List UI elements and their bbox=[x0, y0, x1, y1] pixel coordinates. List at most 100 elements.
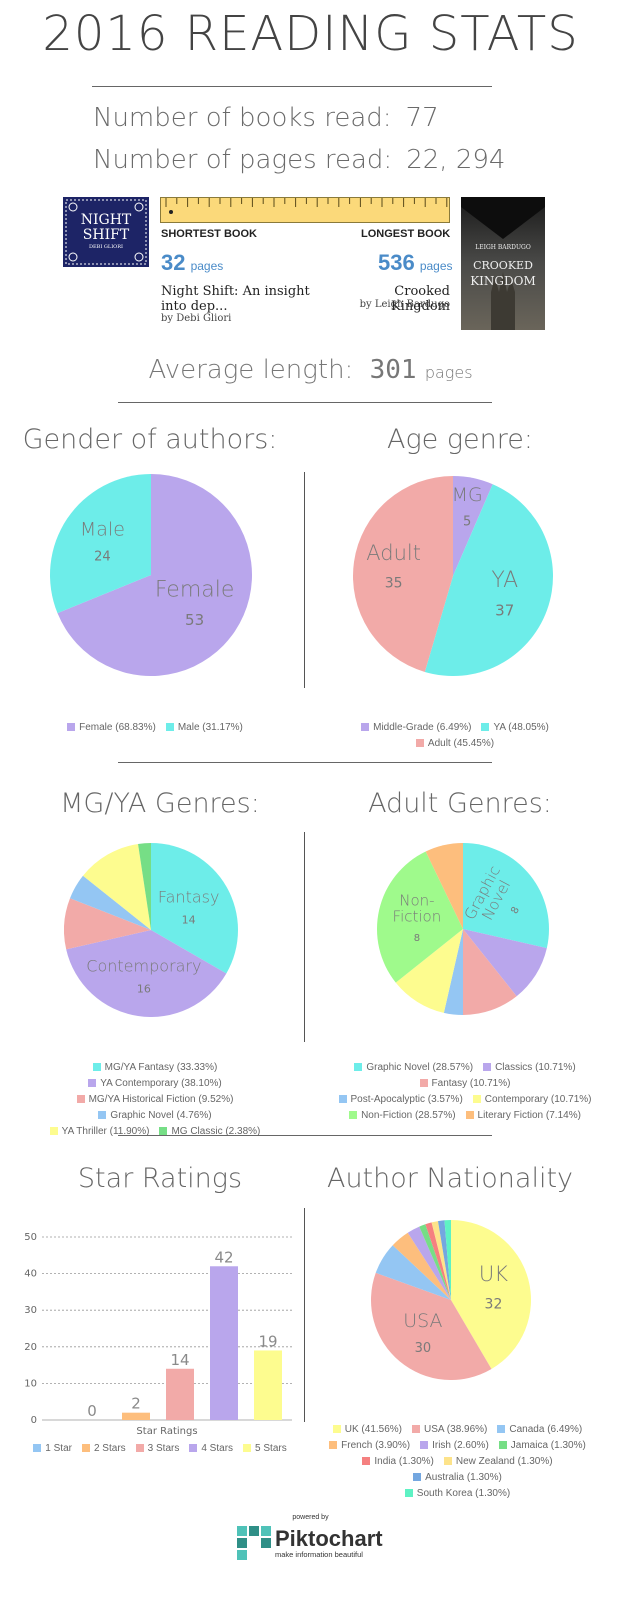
y-tick-label: 20 bbox=[24, 1342, 37, 1353]
legend-swatch bbox=[165, 723, 174, 732]
legend-swatch bbox=[338, 1095, 347, 1104]
legend-swatch bbox=[243, 1444, 252, 1453]
pie-slice-contemporary bbox=[66, 930, 227, 1017]
legend-item-usa[interactable]: USA (38.96%) bbox=[412, 1424, 487, 1435]
legend-item-graphic-novel[interactable]: Graphic Novel (28.57%) bbox=[354, 1062, 473, 1073]
legend-item-graphic-novel[interactable]: Graphic Novel (4.76%) bbox=[98, 1110, 212, 1121]
gender-legend: Female (68.83%) Male (31.17%) bbox=[20, 720, 290, 736]
legend-item-contemporary[interactable]: Contemporary (10.71%) bbox=[472, 1094, 592, 1105]
legend-swatch bbox=[76, 1095, 85, 1104]
legend-item-2-stars[interactable]: 2 Stars bbox=[81, 1443, 126, 1454]
legend-item-female[interactable]: Female (68.83%) bbox=[67, 722, 156, 733]
legend-label: MG/YA Historical Fiction (9.52%) bbox=[88, 1094, 234, 1105]
legend-label: Graphic Novel (4.76%) bbox=[110, 1110, 212, 1121]
shortest-book-author: by Debi Gliori bbox=[161, 313, 232, 324]
legend-item-classics[interactable]: Classics (10.71%) bbox=[483, 1062, 576, 1073]
pie-label-value: 16 bbox=[137, 983, 151, 996]
pie-slice-ya bbox=[424, 484, 553, 676]
legend-item-uk[interactable]: UK (41.56%) bbox=[332, 1424, 402, 1435]
pie-slice-mg bbox=[453, 476, 493, 576]
legend-swatch bbox=[354, 1063, 363, 1072]
legend-swatch bbox=[420, 1441, 429, 1450]
pie-label-value: 37 bbox=[495, 602, 514, 620]
legend-label: 1 Star bbox=[45, 1443, 72, 1454]
pie-label-name: UK bbox=[479, 1262, 508, 1286]
legend-item-south-korea[interactable]: South Korea (1.30%) bbox=[404, 1488, 510, 1499]
legend-item-australia[interactable]: Australia (1.30%) bbox=[413, 1472, 502, 1483]
legend-label: Adult (45.45%) bbox=[427, 738, 495, 749]
legend-swatch bbox=[497, 1425, 506, 1434]
legend-label: India (1.30%) bbox=[374, 1456, 434, 1467]
legend-item-male[interactable]: Male (31.17%) bbox=[165, 722, 243, 733]
nationality-pie-chart: UK 32 USA 30 bbox=[371, 1220, 531, 1380]
pie-slice-irish bbox=[407, 1226, 451, 1300]
legend-item-india[interactable]: India (1.30%) bbox=[362, 1456, 434, 1467]
pie-slice-uk bbox=[451, 1220, 531, 1370]
legend-item-1-star[interactable]: 1 Star bbox=[33, 1443, 72, 1454]
mgya-pie-chart: Fantasy 14 Contemporary 16 bbox=[64, 843, 238, 1017]
shortest-pages: 32 pages bbox=[161, 250, 223, 276]
bar-5-stars bbox=[254, 1350, 282, 1420]
legend-swatch bbox=[481, 723, 490, 732]
bar-value-label: 42 bbox=[214, 1248, 233, 1266]
page-title: 2016 READING STATS bbox=[42, 6, 579, 62]
average-length: Average length: 301 pages bbox=[0, 355, 621, 385]
divider bbox=[118, 402, 492, 403]
legend-swatch bbox=[349, 1111, 358, 1120]
legend-item-contemporary[interactable]: YA Contemporary (38.10%) bbox=[88, 1078, 222, 1089]
legend-item-3-stars[interactable]: 3 Stars bbox=[135, 1443, 179, 1454]
legend-item-post-apocalyptic[interactable]: Post-Apocalyptic (3.57%) bbox=[338, 1094, 463, 1105]
legend-item-5-stars[interactable]: 5 Stars bbox=[243, 1443, 287, 1454]
pie-slice-india bbox=[425, 1222, 451, 1300]
powered-by-label: powered by bbox=[292, 1514, 329, 1521]
legend-label: USA (38.96%) bbox=[424, 1424, 488, 1435]
ruler-graphic bbox=[160, 197, 450, 223]
divider bbox=[118, 1135, 492, 1136]
star-ratings-title: Star Ratings bbox=[77, 1163, 243, 1194]
legend-swatch bbox=[135, 1444, 144, 1453]
legend-swatch bbox=[412, 1425, 421, 1434]
legend-label: Graphic Novel (28.57%) bbox=[366, 1062, 474, 1073]
piktochart-logo[interactable]: Piktochart make information beautiful bbox=[237, 1526, 387, 1562]
legend-item-french[interactable]: French (3.90%) bbox=[329, 1440, 410, 1451]
legend-item-canada[interactable]: Canada (6.49%) bbox=[497, 1424, 582, 1435]
legend-item-mg-classic[interactable]: MG Classic (2.38%) bbox=[159, 1126, 260, 1137]
pie-slice-french bbox=[392, 1232, 451, 1300]
pie-slice-female bbox=[57, 474, 252, 676]
bar-3-stars bbox=[166, 1368, 194, 1420]
legend-label: YA Contemporary (38.10%) bbox=[100, 1078, 222, 1089]
longest-book-title: Crooked Kingdom bbox=[390, 284, 450, 314]
pie-slice-post-apocalyptic bbox=[443, 929, 463, 1015]
legend-label: Jamaica (1.30%) bbox=[510, 1440, 586, 1451]
piktochart-brand: Piktochart bbox=[275, 1526, 383, 1551]
y-tick-label: 50 bbox=[24, 1232, 37, 1243]
legend-swatch bbox=[189, 1444, 198, 1453]
legend-item-non-fiction[interactable]: Non-Fiction (28.57%) bbox=[349, 1110, 456, 1121]
bar-4-stars bbox=[210, 1266, 238, 1420]
legend-item-adult[interactable]: Adult (45.45%) bbox=[415, 738, 495, 749]
legend-item-fantasy[interactable]: Fantasy (10.71%) bbox=[419, 1078, 510, 1089]
pie-label-contemporary: Contemporary 16 bbox=[86, 957, 201, 996]
legend-item-mg[interactable]: Middle-Grade (6.49%) bbox=[361, 722, 471, 733]
legend-label: MG/YA Fantasy (33.33%) bbox=[104, 1062, 218, 1073]
legend-item-literary-fiction[interactable]: Literary Fiction (7.14%) bbox=[465, 1110, 581, 1121]
legend-item-irish[interactable]: Irish (2.60%) bbox=[420, 1440, 489, 1451]
pie-label-value: 35 bbox=[385, 575, 403, 591]
legend-swatch bbox=[92, 1063, 101, 1072]
pie-slice-graphic-novel bbox=[70, 875, 151, 930]
legend-item-new-zealand[interactable]: New Zealand (1.30%) bbox=[443, 1456, 553, 1467]
pie-label-value: 24 bbox=[94, 549, 111, 564]
legend-swatch bbox=[98, 1111, 107, 1120]
legend-swatch bbox=[362, 1457, 371, 1466]
legend-item-mg-ya-historical-fiction[interactable]: MG/YA Historical Fiction (9.52%) bbox=[76, 1094, 234, 1105]
legend-item-ya[interactable]: YA (48.05%) bbox=[481, 722, 549, 733]
adult-legend: Graphic Novel (28.57%) Classics (10.71%) F… bbox=[315, 1060, 615, 1124]
bar-value-label: 2 bbox=[131, 1395, 141, 1413]
pie-label-name: MG bbox=[452, 484, 483, 506]
legend-item-fantasy[interactable]: MG/YA Fantasy (33.33%) bbox=[92, 1062, 218, 1073]
legend-item-ya-thriller[interactable]: YA Thriller (11.90%) bbox=[49, 1126, 149, 1137]
legend-item-4-stars[interactable]: 4 Stars bbox=[189, 1443, 233, 1454]
cover-title-line2: SHIFT bbox=[82, 227, 130, 243]
average-length-unit: pages bbox=[424, 363, 473, 382]
legend-item-jamaica[interactable]: Jamaica (1.30%) bbox=[498, 1440, 586, 1451]
